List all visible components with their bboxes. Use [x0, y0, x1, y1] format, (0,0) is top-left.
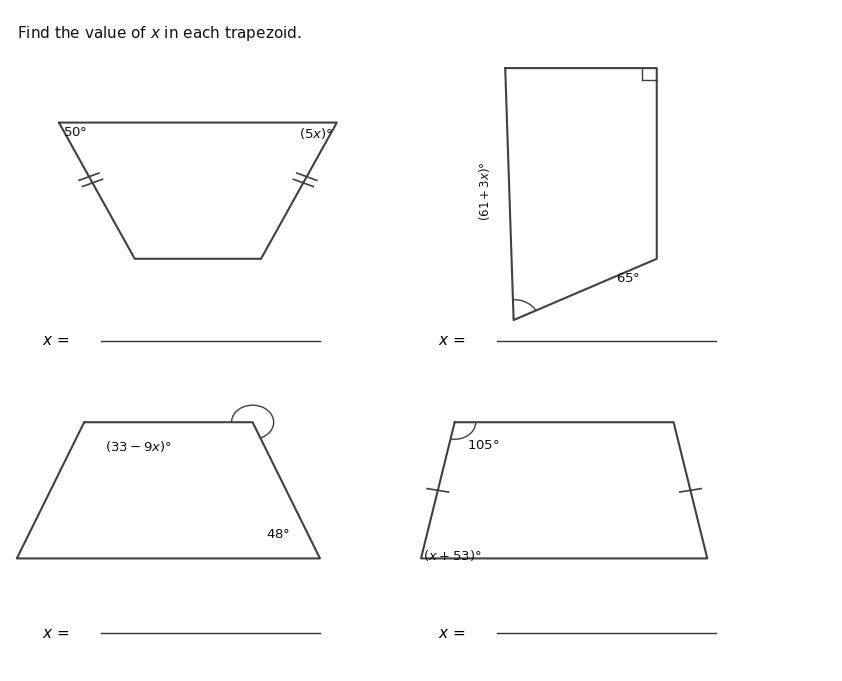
Text: $(x + 53)°$: $(x + 53)°$	[423, 548, 482, 563]
Text: Find the value of $x$ in each trapezoid.: Find the value of $x$ in each trapezoid.	[17, 24, 301, 43]
Text: $48°$: $48°$	[266, 528, 290, 541]
Text: $(33 - 9x)°$: $(33 - 9x)°$	[105, 439, 173, 454]
Text: $x$ =: $x$ =	[438, 333, 466, 348]
Text: $105°$: $105°$	[467, 439, 500, 452]
Text: $x$ =: $x$ =	[42, 333, 70, 348]
Text: $(5x)°$: $(5x)°$	[299, 126, 333, 141]
Text: $x$ =: $x$ =	[42, 626, 70, 641]
Text: $65°$: $65°$	[616, 272, 640, 285]
Text: $50°$: $50°$	[63, 126, 88, 139]
Text: $x$ =: $x$ =	[438, 626, 466, 641]
Text: $(61 + 3x)°$: $(61 + 3x)°$	[477, 161, 492, 221]
